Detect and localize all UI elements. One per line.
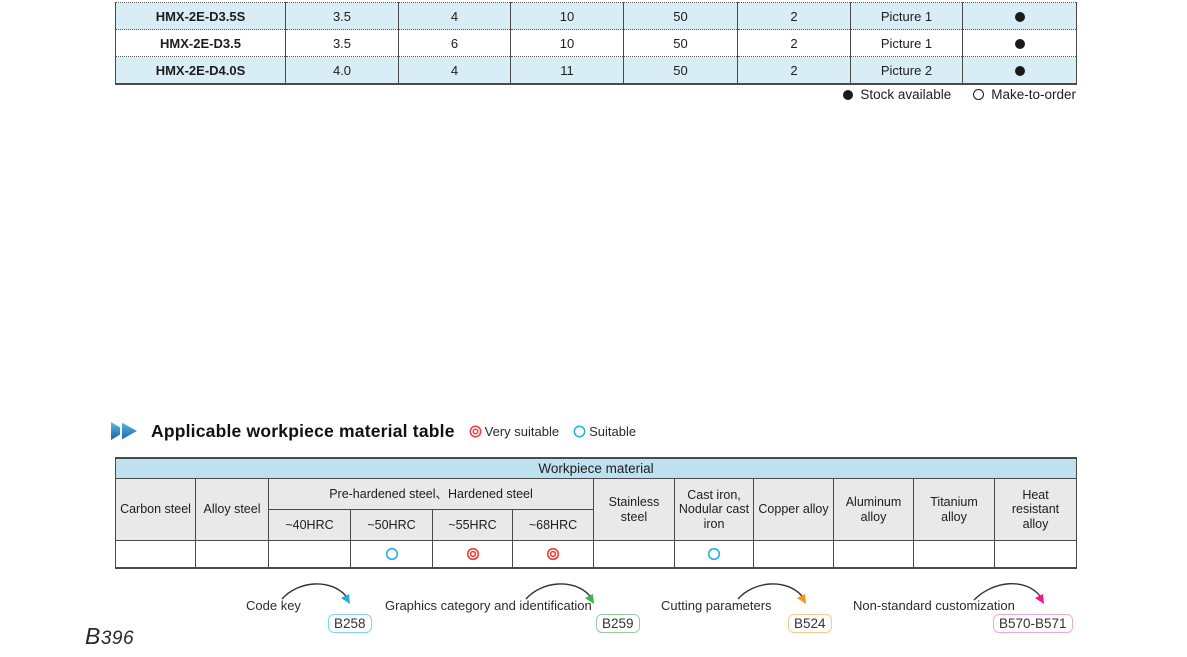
model-cell: HMX-2E-D3.5S <box>115 2 286 30</box>
suitability-cell <box>753 540 834 569</box>
suitability-cell <box>115 540 196 569</box>
very-suitable-icon <box>546 548 560 561</box>
double-chevron-icon <box>111 420 141 442</box>
very-suitable-icon <box>466 548 479 561</box>
stock-available-icon <box>1014 66 1025 77</box>
stock-cell <box>962 29 1077 57</box>
table-row: HMX-2E-D3.5 3.5 6 10 50 2 Picture 1 <box>115 29 1077 57</box>
value-cell: 2 <box>737 29 851 57</box>
header-55hrc: ~55HRC <box>432 509 513 541</box>
header-carbon-steel: Carbon steel <box>115 478 196 541</box>
stock-available-icon <box>843 89 854 100</box>
legend-stock-available: Stock available <box>843 87 951 102</box>
value-cell: 4 <box>398 56 511 85</box>
value-cell: Picture 1 <box>850 29 963 57</box>
ref-label-non-standard-customization: Non-standard customization <box>853 598 1015 613</box>
header-row: Carbon steel Alloy steel Pre-hardened st… <box>115 478 1078 541</box>
header-stainless-steel: Stainless steel <box>593 478 675 541</box>
table-row: HMX-2E-D4.0S 4.0 4 11 50 2 Picture 2 <box>115 56 1077 85</box>
spec-table: HMX-2E-D3.5S 3.5 4 10 50 2 Picture 1 HMX… <box>115 2 1077 85</box>
ref-page-graphics-category: B259 <box>596 614 640 633</box>
table-row: HMX-2E-D3.5S 3.5 4 10 50 2 Picture 1 <box>115 2 1077 30</box>
suitability-cell <box>350 540 433 569</box>
ref-arrow-icon <box>281 583 350 604</box>
suitability-legend: Very suitable Suitable <box>469 424 636 439</box>
ref-page-cutting-parameters: B524 <box>788 614 832 633</box>
ref-page-non-standard-customization: B570-B571 <box>993 614 1073 633</box>
suitability-cell <box>593 540 675 569</box>
ref-arrow-icon <box>525 583 594 604</box>
legend-suitable: Suitable <box>573 424 636 439</box>
value-cell: 50 <box>623 56 738 85</box>
value-cell: Picture 2 <box>850 56 963 85</box>
page-number: B396 <box>85 623 135 649</box>
material-table: Workpiece material Carbon steel Alloy st… <box>114 457 1078 569</box>
value-cell: 11 <box>510 56 624 85</box>
header-titanium-alloy: Titanium alloy <box>913 478 995 541</box>
header-68hrc: ~68HRC <box>512 509 594 541</box>
value-cell: 2 <box>737 56 851 85</box>
value-cell: 6 <box>398 29 511 57</box>
legend-label: Very suitable <box>484 423 560 439</box>
make-to-order-icon <box>973 89 985 100</box>
value-cell: 3.5 <box>285 2 399 30</box>
value-cell: 4 <box>398 2 511 30</box>
header-50hrc: ~50HRC <box>350 509 433 541</box>
header-copper-alloy: Copper alloy <box>753 478 834 541</box>
header-aluminum-alloy: Aluminum alloy <box>833 478 914 541</box>
suitability-cell <box>512 540 594 569</box>
legend-label: Suitable <box>589 423 637 439</box>
suitable-icon <box>385 548 398 561</box>
suitable-icon <box>573 425 586 437</box>
very-suitable-icon <box>469 425 482 437</box>
stock-available-icon <box>1014 39 1025 50</box>
value-cell: 2 <box>737 2 851 30</box>
suitability-cell <box>913 540 995 569</box>
value-cell: 3.5 <box>285 29 399 57</box>
value-cell: 4.0 <box>285 56 399 85</box>
suitability-cell <box>674 540 754 569</box>
header-row-hrc: ~40HRC ~50HRC ~55HRC ~68HRC <box>116 509 1077 541</box>
header-cast-iron: Cast iron, Nodular cast iron <box>674 478 754 541</box>
ref-label-graphics-category: Graphics category and identification <box>385 598 592 613</box>
table-banner-row: Workpiece material <box>114 457 1078 479</box>
ref-label-cutting-parameters: Cutting parameters <box>661 598 772 613</box>
header-heat-resistant-alloy: Heat resistant alloy <box>993 478 1078 541</box>
stock-available-icon <box>1014 12 1025 23</box>
ref-arrow-icon <box>737 583 806 604</box>
header-alloy-steel: Alloy steel <box>195 478 269 541</box>
suitable-icon <box>707 548 721 561</box>
header-hardened-group: Pre-hardened steel、Hardened steel <box>268 478 594 510</box>
suitability-cell <box>432 540 513 569</box>
suitability-cell <box>195 540 269 569</box>
legend-very-suitable: Very suitable <box>469 424 559 439</box>
value-cell: 10 <box>510 29 624 57</box>
value-cell: 10 <box>510 2 624 30</box>
value-cell: Picture 1 <box>850 2 963 30</box>
table-banner: Workpiece material <box>114 457 1078 479</box>
section-heading: Applicable workpiece material table Very… <box>111 420 636 442</box>
legend-label: Make-to-order <box>991 87 1076 102</box>
legend-label: Stock available <box>860 87 952 102</box>
model-cell: HMX-2E-D3.5 <box>115 29 286 57</box>
ref-page-code-key: B258 <box>328 614 372 633</box>
stock-cell <box>962 2 1077 30</box>
suitability-cell <box>993 540 1078 569</box>
legend-make-to-order: Make-to-order <box>973 87 1076 102</box>
value-cell: 50 <box>623 29 738 57</box>
ref-arrow-icon <box>973 583 1044 604</box>
suitability-cell <box>833 540 914 569</box>
value-cell: 50 <box>623 2 738 30</box>
suitability-cell <box>268 540 351 569</box>
header-40hrc: ~40HRC <box>268 509 351 541</box>
model-cell: HMX-2E-D4.0S <box>115 56 286 85</box>
ref-label-code-key: Code key <box>246 598 301 613</box>
stock-legend: Stock available Make-to-order <box>115 87 1076 102</box>
stock-cell <box>962 56 1077 85</box>
suitability-row <box>115 540 1078 569</box>
section-title: Applicable workpiece material table <box>151 420 455 441</box>
